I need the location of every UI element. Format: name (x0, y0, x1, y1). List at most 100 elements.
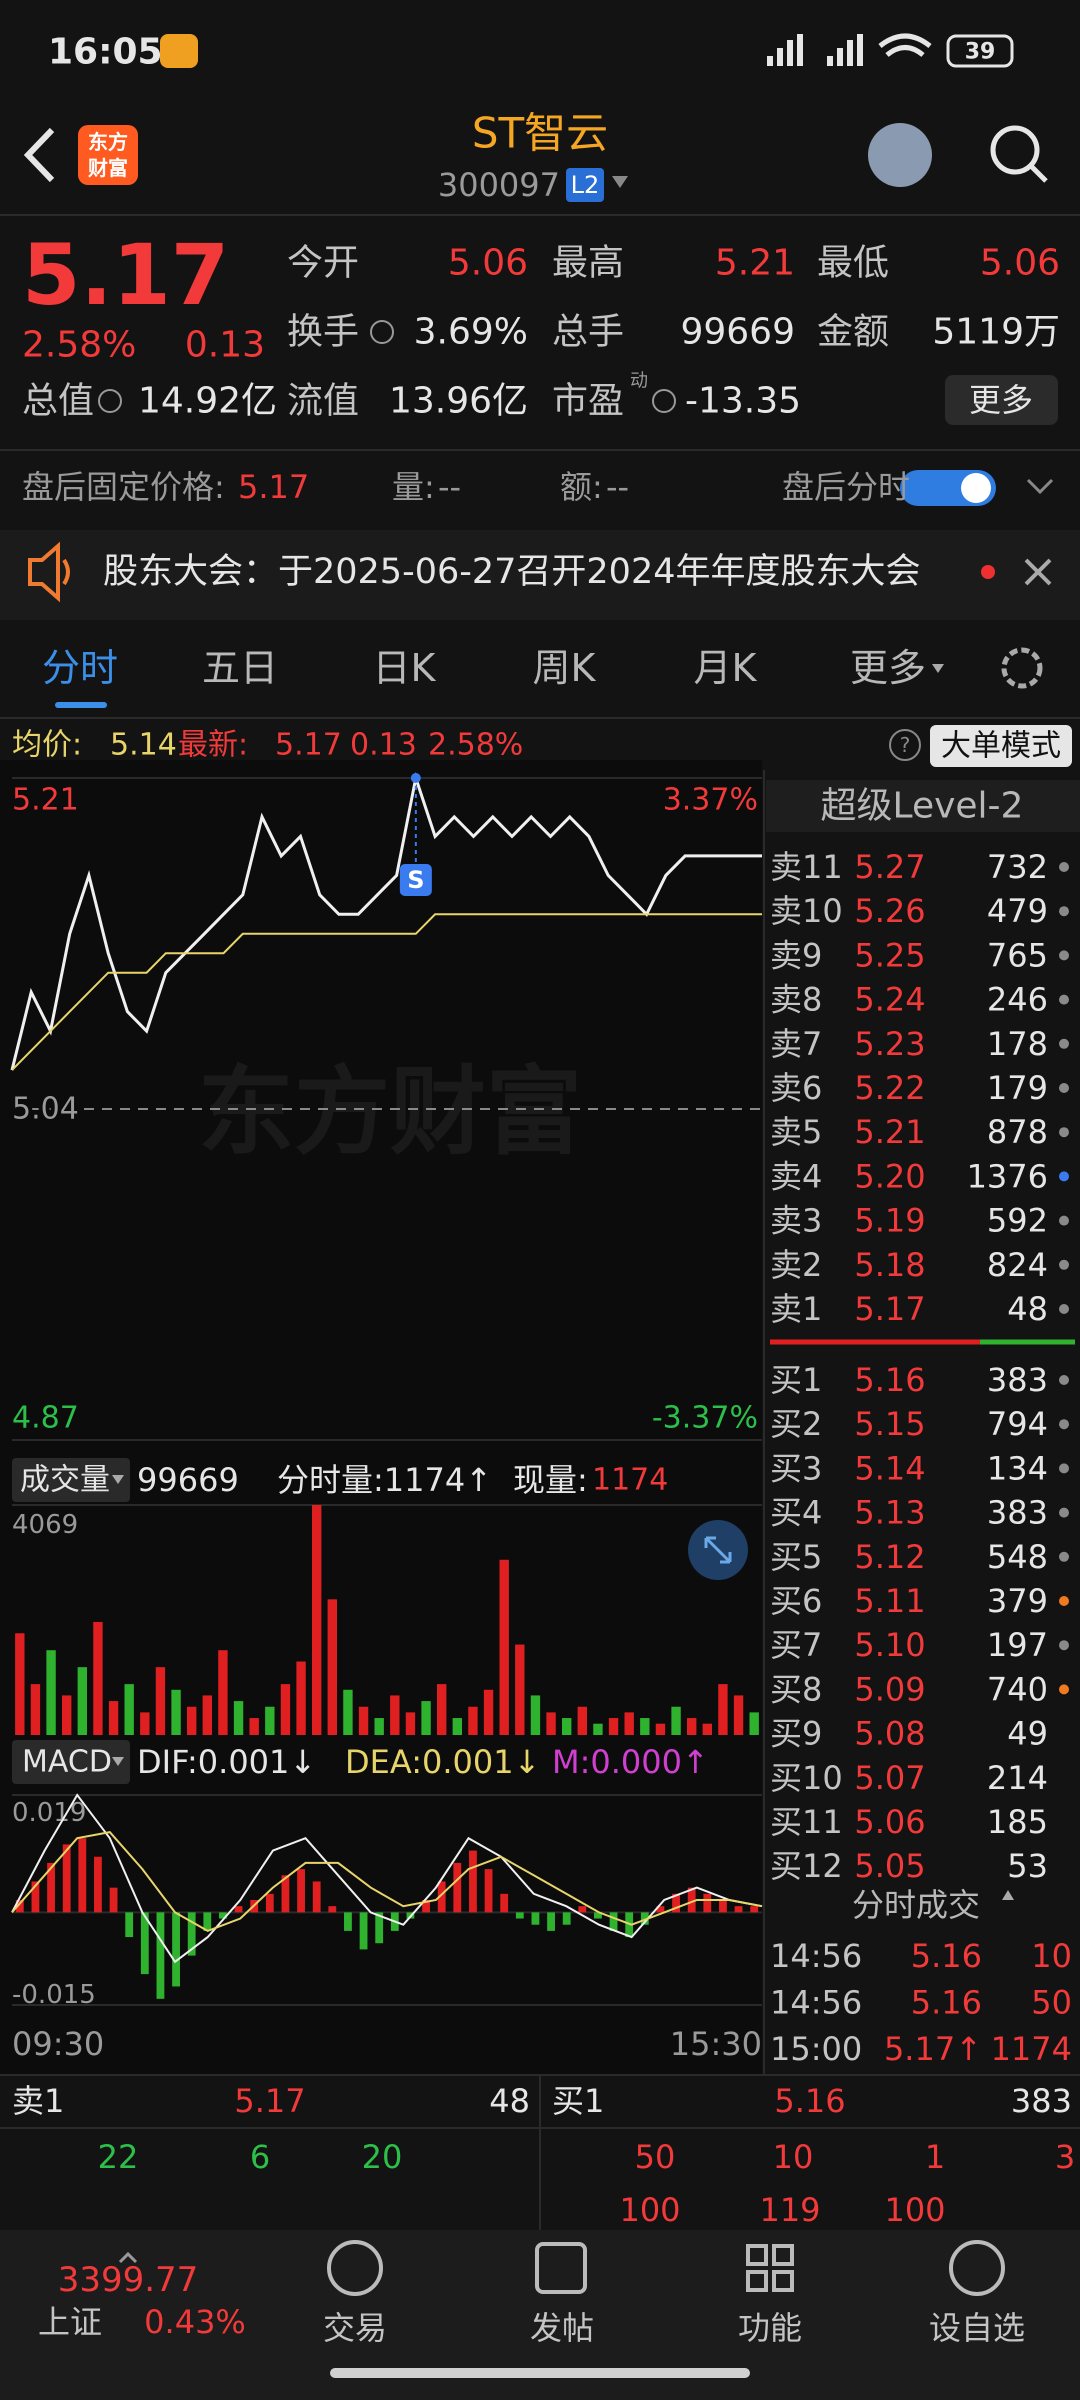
tab[interactable]: 月K (694, 646, 758, 690)
book-price: 5.05 (854, 1847, 925, 1885)
book-label: 卖9 (770, 936, 822, 974)
index-value[interactable]: 3399.77 (58, 2260, 199, 2300)
tab[interactable]: 五日 (202, 646, 278, 690)
close-button[interactable] (1024, 558, 1052, 586)
back-button[interactable] (23, 127, 55, 183)
book-dot (1059, 862, 1069, 872)
volume-bar (437, 1684, 447, 1735)
info-icon[interactable] (652, 389, 676, 413)
last-value: 5.17 (275, 728, 342, 763)
tab[interactable]: 更多 (850, 646, 926, 690)
avg-label: 均价: (12, 728, 82, 763)
info-icon[interactable] (370, 320, 394, 344)
mode-button-text[interactable]: 大单模式 (941, 729, 1061, 764)
macd-bar (734, 1906, 743, 1913)
info-icon[interactable] (98, 389, 122, 413)
macd-bar (219, 1912, 227, 1919)
macd-bar (719, 1900, 727, 1913)
volume-bar (30, 1684, 41, 1735)
book-price: 5.07 (854, 1759, 925, 1797)
macd-m: M:0.000↑ (552, 1743, 709, 1781)
nav-item[interactable]: 发帖 (530, 2309, 594, 2347)
book-dot (1059, 1304, 1069, 1314)
index-change[interactable]: 0.43% (144, 2303, 246, 2341)
book-label: 卖4 (770, 1157, 822, 1195)
marker-label[interactable]: S (407, 866, 424, 894)
book-price: 5.25 (854, 936, 925, 974)
volume-bar (421, 1701, 431, 1735)
macd-bar (265, 1893, 274, 1913)
volume-bar (515, 1644, 525, 1735)
indicator-select[interactable] (12, 1740, 130, 1784)
volume-bar (499, 1559, 509, 1735)
trade-time: 15:00 (770, 2030, 862, 2068)
index-name[interactable]: 上证 (38, 2303, 102, 2341)
tab-indicator (55, 702, 107, 708)
book-label: 买7 (770, 1626, 822, 1664)
book-dot (1059, 1215, 1069, 1226)
robot-avatar[interactable] (868, 123, 932, 187)
label: 卖1 (12, 2082, 64, 2120)
more-button-text[interactable]: 更多 (969, 381, 1033, 419)
indicator-name[interactable]: MACD (22, 1745, 112, 1780)
nav-item[interactable]: 功能 (738, 2309, 802, 2347)
chevron[interactable] (1026, 478, 1054, 495)
toggle-knob (961, 473, 991, 503)
field-label: 换手 (287, 312, 359, 353)
field-label: 最高 (552, 243, 624, 284)
mode-button[interactable] (930, 725, 1072, 767)
tab[interactable]: 分时 (42, 646, 118, 690)
book-label: 买5 (770, 1538, 822, 1576)
search-button[interactable] (990, 125, 1040, 175)
volume-bar (468, 1706, 478, 1735)
trade-price: 5.16 (911, 1937, 982, 1975)
last-price: 5.17 (22, 226, 229, 324)
volume-bar (265, 1706, 275, 1735)
trades-title[interactable]: 分时成交 (852, 1886, 980, 1924)
macd-bar (687, 1887, 696, 1913)
volume-bar (280, 1684, 291, 1735)
tab[interactable]: 周K (533, 646, 597, 690)
change-percent: 2.58% (428, 728, 523, 763)
volume-bar (390, 1695, 400, 1735)
indicator-name[interactable]: 成交量 (20, 1463, 110, 1498)
settings-button[interactable] (1001, 647, 1043, 689)
book-label: 卖3 (770, 1202, 822, 1240)
volume-bar (452, 1718, 462, 1735)
book-price: 5.24 (854, 981, 925, 1019)
book-volume: 179 (987, 1069, 1048, 1107)
book-volume: 383 (987, 1494, 1048, 1532)
label: 盘后固定价格: (22, 468, 225, 506)
dropdown-arrow (932, 664, 944, 673)
macd-bar (562, 1912, 571, 1925)
speaker-wave (62, 558, 70, 586)
label: 买1 (552, 2082, 604, 2120)
more-button[interactable] (945, 375, 1058, 425)
book-price: 5.09 (854, 1670, 925, 1708)
queue-volume: 22 (98, 2138, 139, 2176)
notice-text[interactable]: 股东大会：于2025-06-27召开2024年年度股东大会 (103, 552, 920, 592)
volume-bar (296, 1661, 306, 1735)
book-price: 5.21 (854, 1113, 925, 1151)
book-price: 5.23 (854, 1025, 925, 1063)
indicator-select[interactable] (12, 1458, 130, 1502)
volume-bar (46, 1650, 56, 1735)
book-volume: 794 (987, 1405, 1048, 1443)
help-icon[interactable] (889, 729, 921, 761)
nav-item[interactable]: 交易 (323, 2309, 387, 2347)
queue-volume: 100 (884, 2191, 945, 2229)
field-value: 5.06 (980, 243, 1060, 284)
book-dot (1059, 1375, 1069, 1385)
nav-item[interactable]: 设自选 (929, 2309, 1025, 2347)
book-volume: 178 (987, 1025, 1048, 1063)
macd-bar (234, 1906, 243, 1913)
field-label: 总手 (552, 312, 624, 353)
macd-bar (484, 1869, 493, 1913)
trade-volume: 1174 (991, 2030, 1072, 2068)
macd-bar (640, 1912, 649, 1925)
book-price: 5.11 (854, 1582, 925, 1620)
field-value: 13.96亿 (389, 381, 528, 422)
book-volume: 49 (1007, 1715, 1048, 1753)
tab[interactable]: 日K (373, 646, 437, 690)
volume-bar (640, 1718, 650, 1735)
